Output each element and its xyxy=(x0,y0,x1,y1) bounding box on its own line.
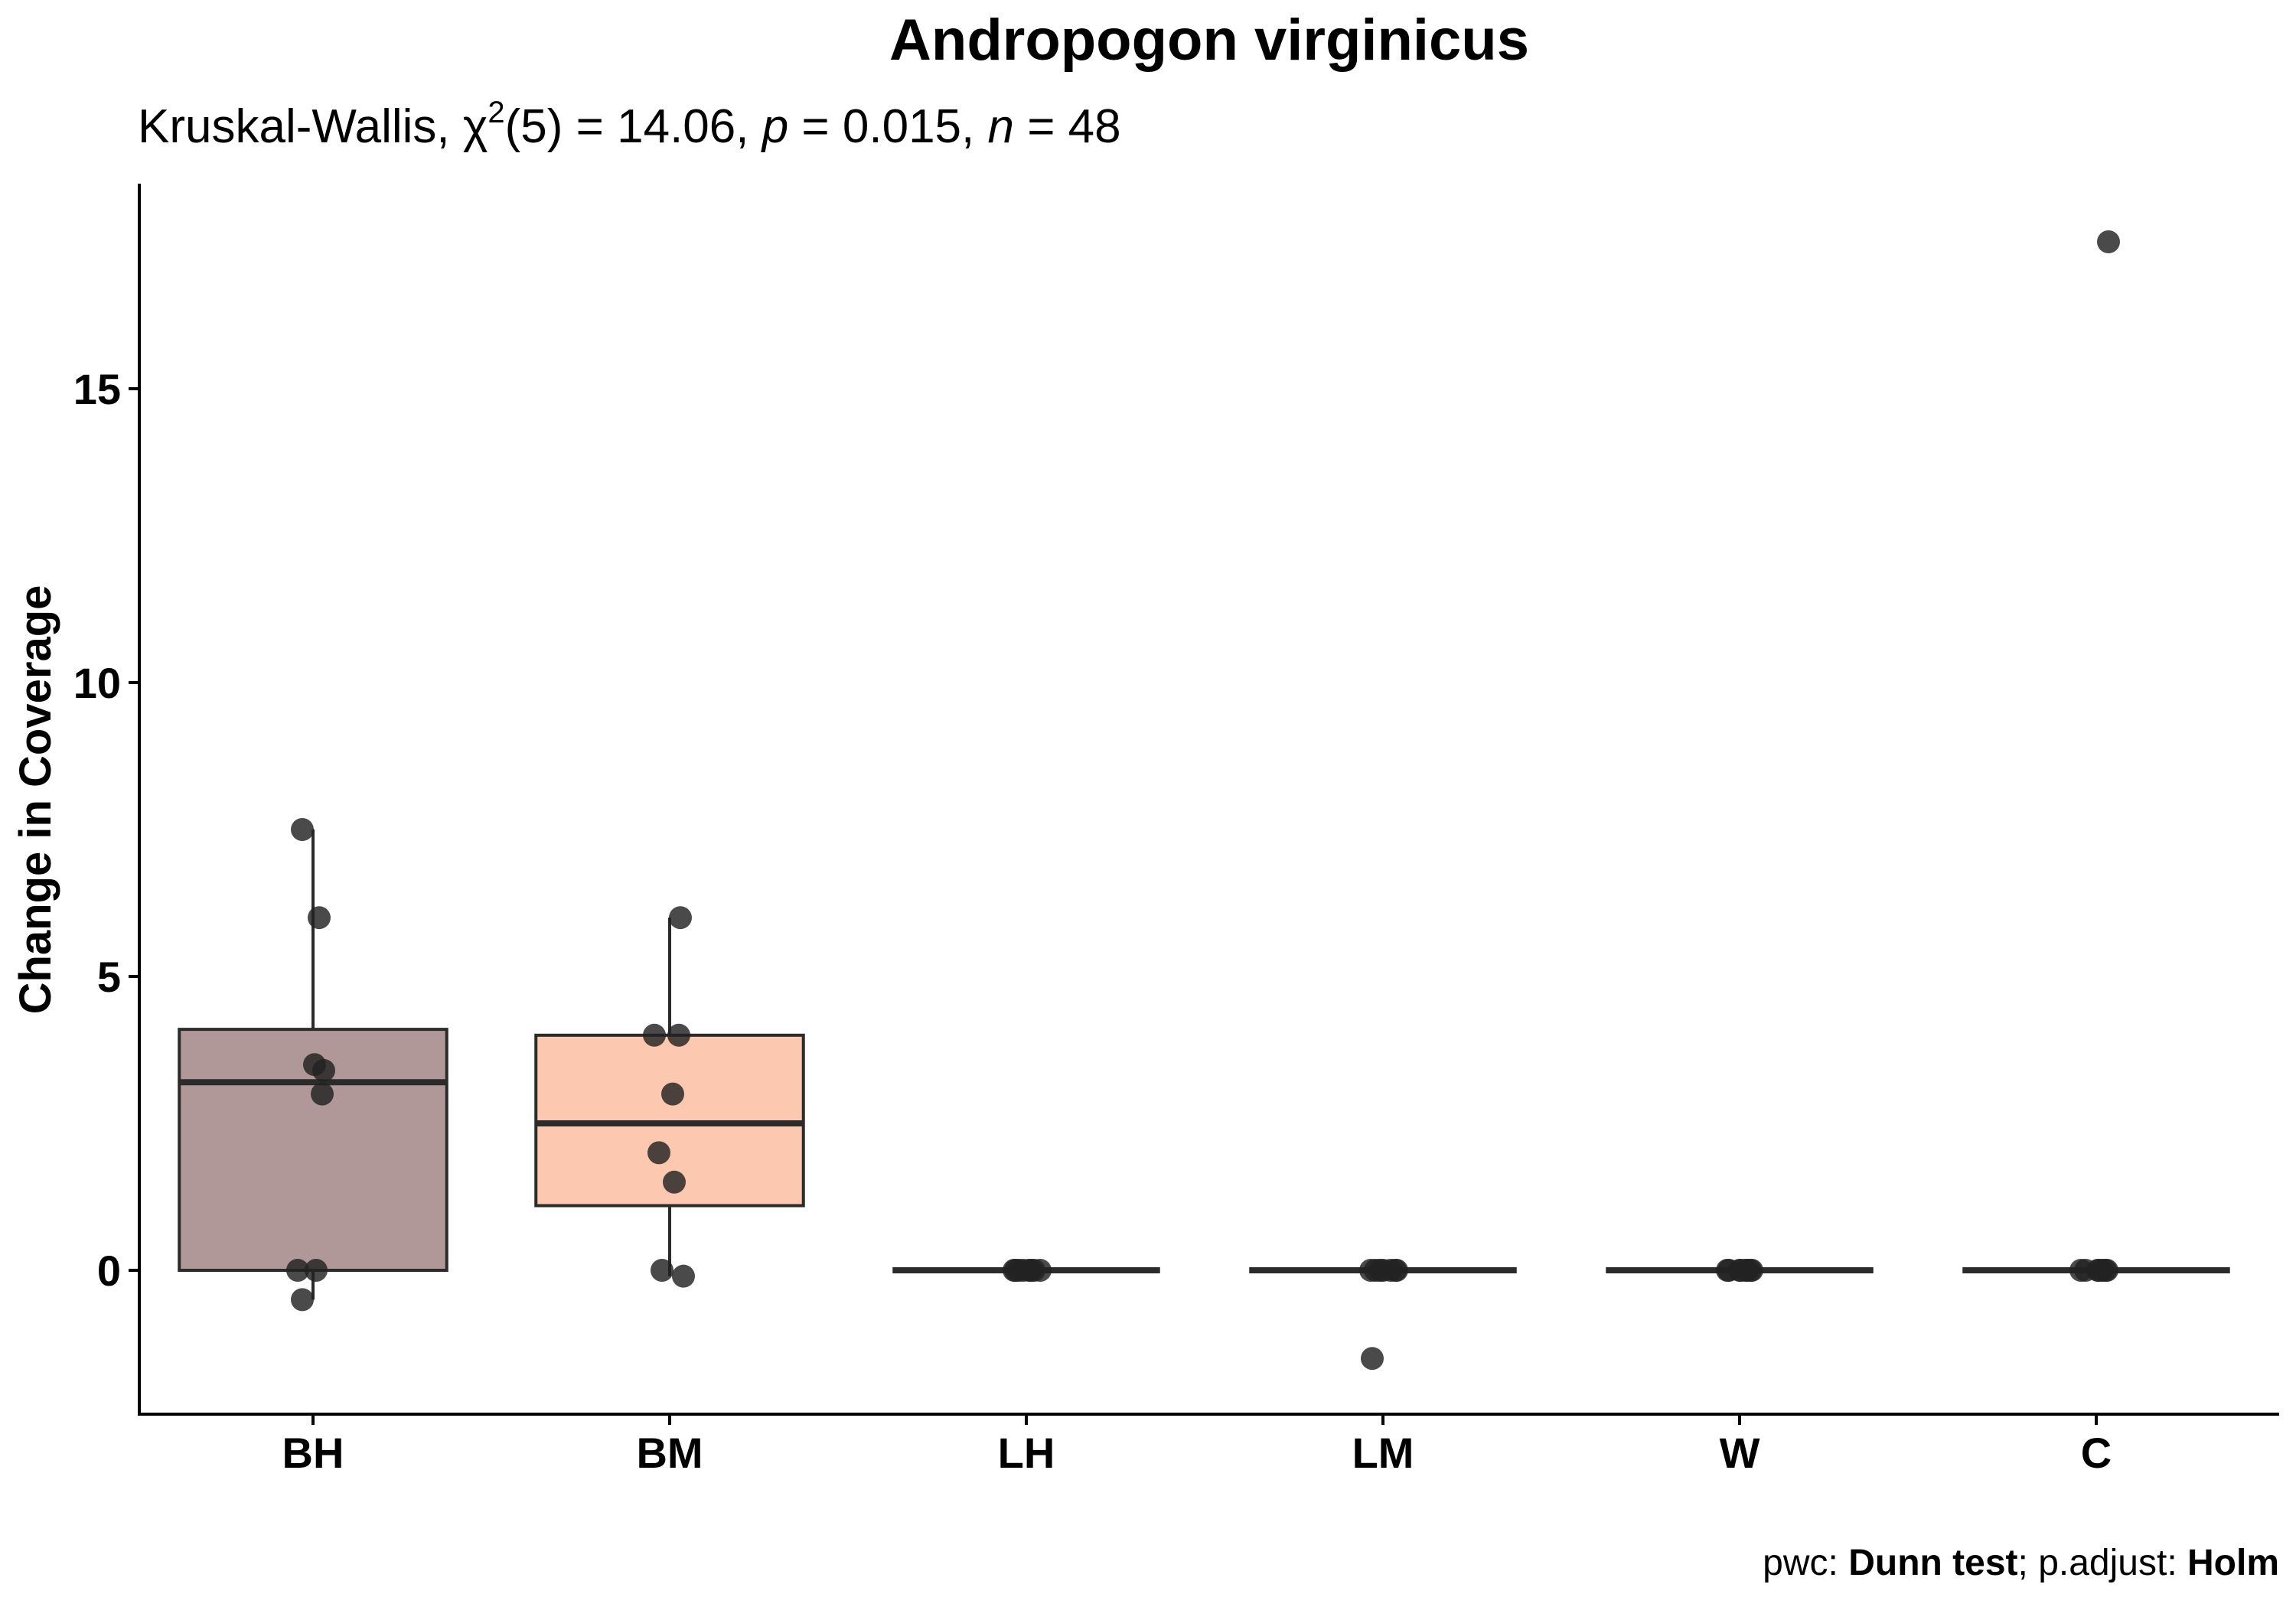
n-value: 48 xyxy=(1068,100,1121,153)
n-symbol: n xyxy=(987,100,1013,153)
adjust-value: Holm xyxy=(2187,1543,2279,1583)
y-tick-label: 15 xyxy=(73,365,121,413)
caption: pwc: Dunn test; p.adjust: Holm xyxy=(1763,1543,2279,1583)
data-point xyxy=(2088,1259,2111,1282)
boxes xyxy=(178,830,2230,1300)
data-point xyxy=(311,1082,334,1106)
data-point xyxy=(305,1259,328,1282)
y-tick-label: 10 xyxy=(73,659,121,707)
data-point xyxy=(2069,1259,2092,1282)
data-point xyxy=(661,1082,684,1106)
chart-subtitle: Kruskal-Wallis, χ2(5) = 14.06, p = 0.015… xyxy=(138,96,1121,153)
x-tick-label: W xyxy=(1720,1429,1760,1477)
data-point xyxy=(647,1141,670,1165)
p-symbol: p xyxy=(761,100,788,153)
data-point xyxy=(1361,1347,1384,1371)
x-tick-label: C xyxy=(2081,1429,2112,1477)
data-point xyxy=(651,1259,673,1282)
data-point xyxy=(308,906,331,930)
data-point xyxy=(1739,1259,1762,1282)
x-tick-label: BM xyxy=(636,1429,703,1477)
statistic-value: 14.06 xyxy=(617,100,735,153)
data-point xyxy=(669,906,692,930)
data-point xyxy=(1384,1259,1407,1282)
data-point xyxy=(312,1058,335,1082)
y-tick-label: 5 xyxy=(97,953,121,1001)
data-point xyxy=(667,1023,690,1047)
y-tick-label: 0 xyxy=(97,1247,121,1295)
adjust-label: ; p.adjust: xyxy=(2018,1543,2187,1583)
data-point xyxy=(291,1288,314,1312)
statistic-exponent: 2 xyxy=(488,96,504,129)
box-bm xyxy=(534,918,805,1276)
p-value: 0.015 xyxy=(843,100,961,153)
pwc-label: pwc: xyxy=(1763,1543,1848,1583)
y-axis-label: Change in Coverage xyxy=(11,585,60,1015)
data-point xyxy=(291,818,314,841)
x-ticks: BH BM LH LM W C xyxy=(282,1414,2112,1477)
data-point xyxy=(2097,230,2120,253)
x-tick-label: LH xyxy=(998,1429,1055,1477)
test-name: Kruskal-Wallis xyxy=(138,100,436,153)
data-point xyxy=(643,1023,666,1047)
statistic-symbol: χ xyxy=(463,100,488,153)
data-point xyxy=(663,1170,686,1194)
data-point xyxy=(286,1259,309,1282)
data-point xyxy=(1003,1259,1026,1282)
degrees-of-freedom: (5) xyxy=(505,100,563,153)
pwc-value: Dunn test xyxy=(1848,1543,2017,1583)
x-tick-label: BH xyxy=(282,1429,344,1477)
y-ticks: 0 5 10 15 xyxy=(73,365,139,1295)
chart-title: Andropogon virginicus xyxy=(889,8,1529,73)
data-point xyxy=(672,1264,695,1288)
data-point xyxy=(1022,1259,1045,1282)
x-tick-label: LM xyxy=(1352,1429,1414,1477)
data-points xyxy=(286,230,2120,1371)
